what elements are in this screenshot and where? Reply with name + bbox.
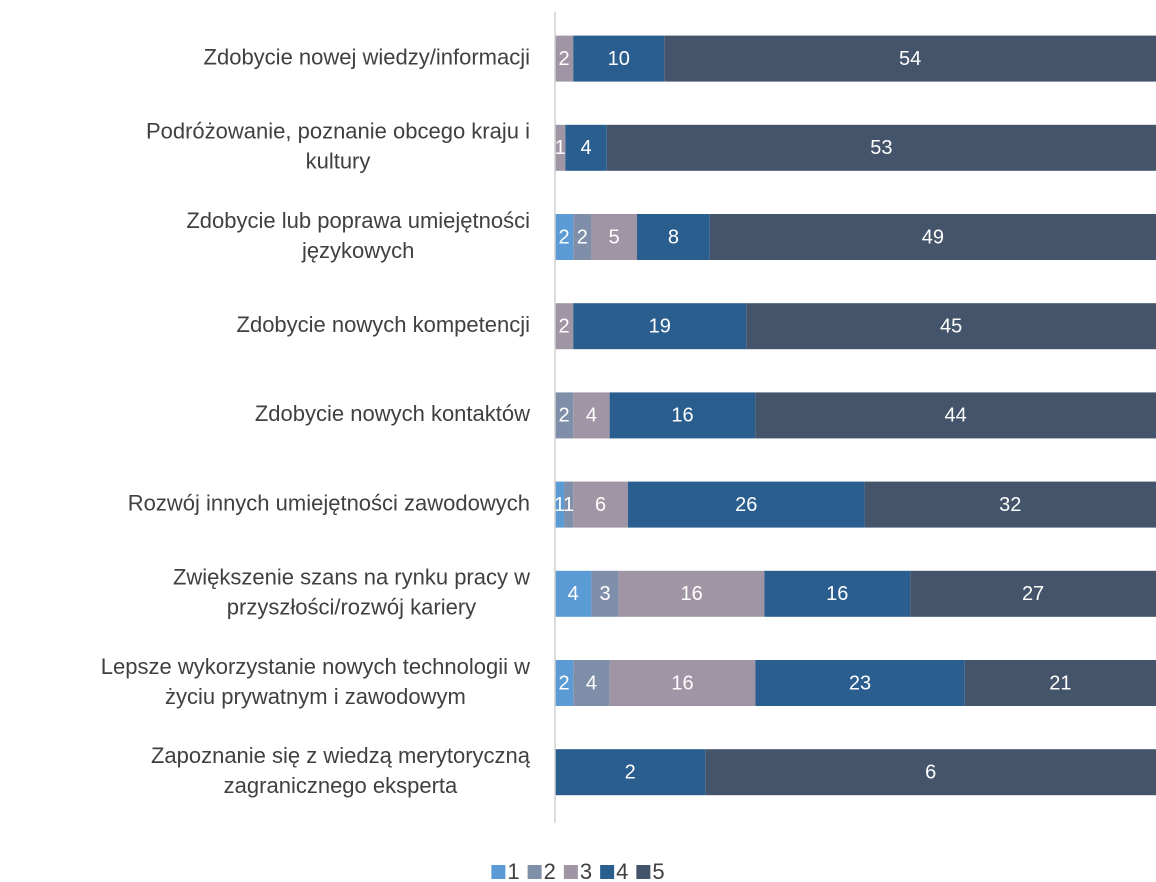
bar-segment: [555, 35, 574, 82]
data-label: 16: [671, 672, 693, 694]
bar-segment: [606, 124, 1156, 171]
data-label: 2: [559, 226, 570, 248]
data-label: 5: [609, 226, 620, 248]
category-label: Rozwój innych umiejętności zawodowych: [128, 490, 530, 515]
legend-label: 5: [652, 859, 664, 882]
bar-segment: [573, 481, 628, 528]
bar-segment: [755, 392, 1156, 439]
data-label: 2: [559, 48, 570, 70]
category-label: zagranicznego eksperta: [224, 773, 458, 798]
bar-segment: [636, 214, 710, 260]
bar-segment: [555, 214, 574, 260]
data-label: 49: [922, 226, 944, 248]
category-label: Lepsze wykorzystanie nowych technologii …: [101, 654, 530, 679]
bar-segment: [609, 660, 756, 706]
data-label: 4: [586, 405, 597, 427]
bar-segment: [664, 35, 1156, 82]
bar-segment: [591, 570, 619, 617]
legend-label: 3: [580, 859, 592, 882]
category-label: językowych: [301, 238, 414, 263]
category-label: Zdobycie lub poprawa umiejętności: [186, 208, 530, 233]
data-label: 27: [1022, 583, 1044, 605]
bar-segment: [864, 481, 1156, 528]
bar-segment: [591, 214, 637, 260]
bar-segment: [573, 214, 592, 260]
legend-swatch: [600, 865, 615, 879]
bar-segment: [964, 660, 1156, 706]
category-label: przyszłości/rozwój kariery: [227, 595, 476, 620]
category-label: życiu prywatnym i zawodowym: [165, 684, 466, 709]
bar-segment: [555, 303, 574, 350]
data-label: 1: [563, 494, 574, 516]
data-label: 2: [559, 315, 570, 337]
bar-segment: [573, 392, 610, 439]
bar-segment: [564, 481, 574, 528]
data-label: 16: [680, 583, 702, 605]
data-label: 16: [671, 405, 693, 427]
data-label: 4: [586, 672, 597, 694]
bar-segment: [573, 660, 610, 706]
data-label: 2: [559, 405, 570, 427]
data-label: 23: [849, 672, 871, 694]
data-label: 26: [735, 494, 757, 516]
legend-swatch: [527, 865, 542, 879]
data-label: 53: [870, 137, 892, 159]
bar-segment: [555, 660, 574, 706]
bar-segment: [705, 749, 1156, 796]
bar-segment: [555, 749, 706, 796]
data-label: 2: [577, 226, 588, 248]
category-label: Podróżowanie, poznanie obcego kraju i: [146, 119, 530, 144]
bar-segment: [910, 570, 1156, 617]
bar-segment: [764, 570, 911, 617]
data-label: 6: [595, 494, 606, 516]
data-label: 4: [568, 583, 579, 605]
data-label: 6: [925, 761, 936, 783]
legend-swatch: [636, 865, 651, 879]
bar-segment: [555, 481, 565, 528]
bar-segment: [555, 124, 566, 171]
category-label: Zdobycie nowych kontaktów: [255, 401, 530, 426]
legend-label: 2: [544, 859, 556, 882]
legend-label: 4: [616, 859, 628, 882]
bar-segment: [573, 303, 747, 350]
legend-swatch: [563, 865, 578, 879]
data-label: 10: [608, 48, 630, 70]
category-label: kultury: [306, 149, 371, 174]
category-label: Zdobycie nowych kompetencji: [237, 312, 530, 337]
bar-segment: [555, 570, 592, 617]
data-label: 8: [668, 226, 679, 248]
category-label: Zapoznanie się z wiedzą merytoryczną: [151, 743, 531, 768]
data-label: 1: [555, 137, 566, 159]
data-label: 19: [649, 315, 671, 337]
bar-segment: [755, 660, 965, 706]
category-label: Zdobycie nowej wiedzy/informacji: [204, 44, 530, 69]
data-label: 44: [945, 405, 967, 427]
data-label: 45: [940, 315, 962, 337]
data-label: 32: [999, 494, 1021, 516]
data-label: 54: [899, 48, 921, 70]
bar-segment: [609, 392, 756, 439]
bar-segment: [555, 392, 574, 439]
bar-segment: [746, 303, 1156, 350]
legend-label: 1: [507, 859, 519, 882]
category-label: Zwiększenie szans na rynku pracy w: [173, 565, 530, 590]
data-label: 3: [600, 583, 611, 605]
bar-segment: [565, 124, 607, 171]
data-label: 2: [559, 672, 570, 694]
bar-segment: [709, 214, 1156, 260]
data-label: 4: [581, 137, 592, 159]
data-label: 1: [554, 494, 565, 516]
bar-segment: [627, 481, 865, 528]
legend-swatch: [491, 865, 506, 879]
data-label: 2: [625, 761, 636, 783]
bar-segment: [573, 35, 665, 82]
bar-segment: [618, 570, 765, 617]
data-label: 21: [1049, 672, 1071, 694]
data-label: 16: [826, 583, 848, 605]
